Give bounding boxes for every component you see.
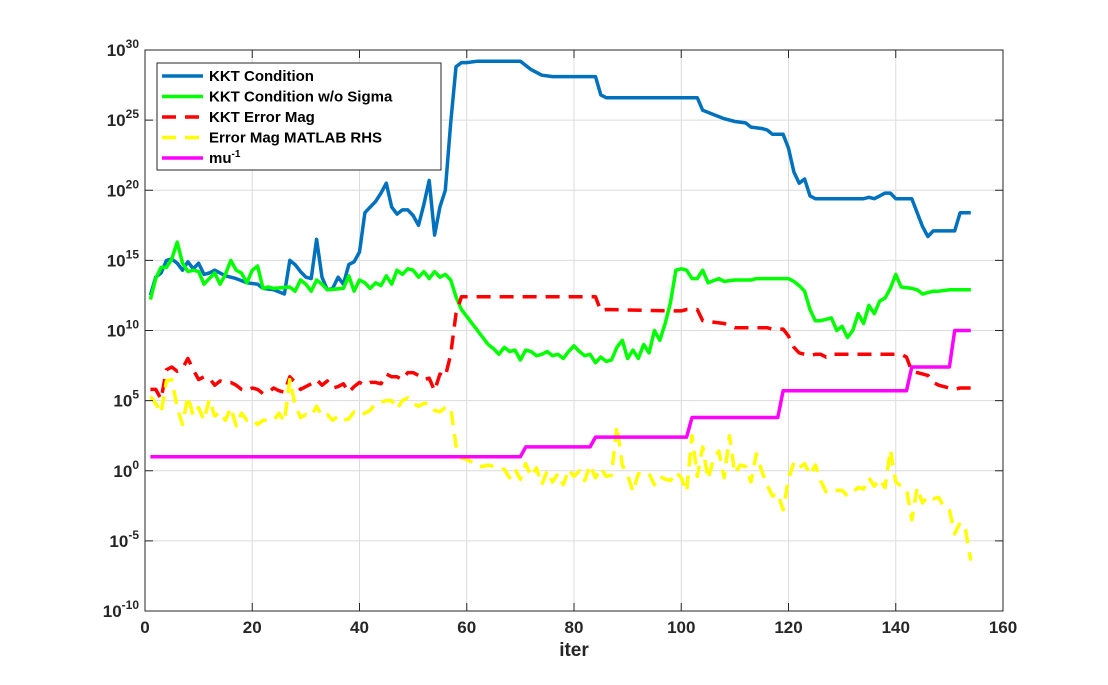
x-tick-label: 140 — [882, 618, 910, 637]
x-tick-label: 60 — [457, 618, 476, 637]
series-line-kkt-condition-w-o-sigma — [148, 240, 971, 365]
legend-box — [156, 62, 442, 171]
y-tick-label: 105 — [113, 388, 139, 411]
series-lines — [148, 59, 973, 561]
y-tick-label: 1010 — [107, 318, 140, 341]
legend-label-kkt-condition-w-o-sigma: KKT Condition w/o Sigma — [209, 89, 393, 106]
legend: KKT Condition KKT Condition w/o Sigma KKT … — [156, 62, 442, 171]
series-line-mu — [150, 328, 971, 459]
y-tick-label: 100 — [113, 458, 139, 481]
x-tick-label: 100 — [667, 618, 695, 637]
x-tick-label: 160 — [989, 618, 1017, 637]
tick-marks — [144, 49, 1004, 612]
x-tick-label: 120 — [774, 618, 802, 637]
legend-label-mu: mu-1 — [209, 149, 241, 167]
x-tick-label: 0 — [140, 618, 149, 637]
y-tick-label: 10-10 — [103, 598, 140, 621]
series-line-kkt-condition — [148, 59, 971, 296]
y-tick-label: 1030 — [107, 37, 140, 60]
x-tick-labels: 0 20 40 60 80 100 120 140 160 — [140, 618, 1017, 637]
legend-label-kkt-error-mag: KKT Error Mag — [209, 109, 315, 126]
y-tick-label: 1015 — [107, 247, 140, 270]
y-tick-label: 10-5 — [109, 528, 139, 551]
x-tick-label: 20 — [243, 618, 262, 637]
y-tick-label: 1020 — [107, 177, 140, 200]
legend-label-error-mag-matlab-rhs: Error Mag MATLAB RHS — [209, 130, 382, 147]
legend-label-kkt-condition: KKT Condition — [209, 68, 314, 85]
y-tick-labels: 10-10 10-5 100 105 1010 1015 1020 1025 1030 — [103, 37, 140, 621]
series-line-error-mag-matlab-rhs — [149, 377, 973, 561]
y-tick-label: 1025 — [107, 107, 140, 130]
x-axis-label: iter — [559, 640, 589, 661]
series-line-kkt-error-mag — [150, 295, 971, 401]
x-tick-label: 40 — [350, 618, 369, 637]
x-tick-label: 80 — [565, 618, 584, 637]
